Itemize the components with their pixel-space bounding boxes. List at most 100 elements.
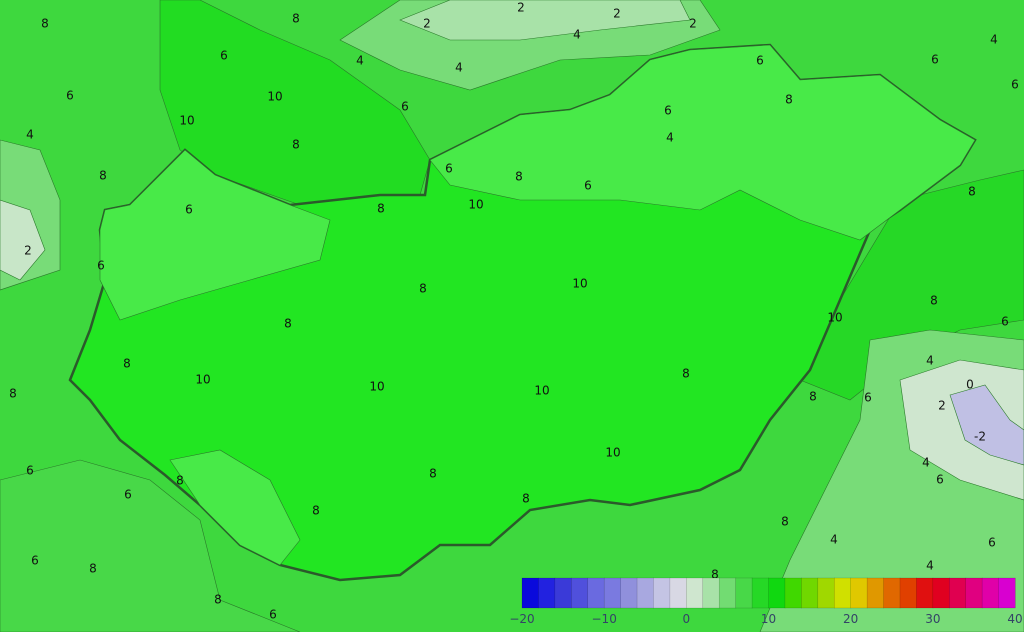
- contour-label: 6: [664, 104, 672, 118]
- contour-label: 4: [990, 33, 998, 47]
- contour-label: 8: [522, 492, 530, 506]
- contour-label: 8: [99, 169, 107, 183]
- contour-label: 8: [9, 387, 17, 401]
- contour-label: 8: [377, 202, 385, 216]
- contour-label: 2: [938, 399, 946, 413]
- colorbar-bin: [883, 577, 901, 609]
- contour-label: 4: [926, 559, 934, 573]
- contour-label: 6: [220, 49, 228, 63]
- contour-label: 8: [711, 568, 719, 582]
- colorbar-bin: [817, 577, 835, 609]
- contour-label: 4: [26, 128, 34, 142]
- contour-label: 8: [515, 170, 523, 184]
- colorbar-bin: [620, 577, 638, 609]
- contour-label: 6: [756, 54, 764, 68]
- contour-label: 4: [455, 61, 463, 75]
- colorbar-tick-label: 0: [683, 612, 691, 626]
- contour-label: 6: [988, 536, 996, 550]
- contour-label: 8: [176, 474, 184, 488]
- contour-label: 8: [781, 515, 789, 529]
- colorbar-bin: [587, 577, 605, 609]
- contour-label: 8: [284, 317, 292, 331]
- contour-label: 8: [809, 390, 817, 404]
- contour-label: 2: [423, 17, 431, 31]
- colorbar-bin: [669, 577, 687, 609]
- cold-region-southeast: [949, 384, 1024, 466]
- colorbar-bin: [932, 577, 950, 609]
- cooler-region-northeast-hungary: [429, 44, 976, 241]
- colorbar-bin: [784, 577, 802, 609]
- colorbar-bin: [965, 577, 983, 609]
- cooler-region-southwest-hungary: [169, 449, 301, 566]
- contour-label: 4: [666, 131, 674, 145]
- contour-label: 6: [584, 179, 592, 193]
- colorbar-bin: [702, 577, 720, 609]
- contour-label: 6: [124, 488, 132, 502]
- colorbar-bin: [833, 577, 852, 609]
- colorbar-bin: [850, 577, 868, 609]
- contour-label: 10: [572, 277, 587, 291]
- cool-region-south: [0, 459, 301, 632]
- contour-label: 6: [66, 89, 74, 103]
- contour-label: 8: [429, 467, 437, 481]
- cool-region-west-pale: [0, 199, 46, 281]
- contour-label: -2: [974, 430, 986, 444]
- contour-label: 8: [930, 294, 938, 308]
- cooler-region-west-hungary: [99, 149, 331, 321]
- contour-label: 6: [1011, 78, 1019, 92]
- contour-label: 10: [179, 114, 194, 128]
- colorbar-bin: [571, 577, 589, 609]
- contour-label: 6: [97, 259, 105, 273]
- colorbar-tick-label: 40: [1007, 612, 1022, 626]
- contour-label: 8: [785, 93, 793, 107]
- contour-label: 10: [195, 373, 210, 387]
- contour-label: 2: [689, 17, 697, 31]
- colorbar-bin: [735, 577, 753, 609]
- colorbar-bin: [603, 577, 622, 609]
- cool-region-north-pale: [399, 0, 691, 41]
- colorbar-legend: −20 −10 0 10 20 30 40: [509, 577, 1023, 626]
- contour-label: 6: [1001, 315, 1009, 329]
- contour-label: 6: [445, 162, 453, 176]
- contour-label: 6: [931, 53, 939, 67]
- contour-label: 10: [267, 90, 282, 104]
- contour-label: 6: [31, 554, 39, 568]
- contour-label: 10: [468, 198, 483, 212]
- colorbar-bin: [866, 577, 885, 609]
- contour-label: 6: [401, 100, 409, 114]
- contour-label: 8: [89, 562, 97, 576]
- colorbar-bin: [538, 577, 556, 609]
- contour-label: 10: [605, 446, 620, 460]
- colorbar-bin: [554, 577, 572, 609]
- contour-label: 10: [827, 311, 842, 325]
- contour-label: 2: [613, 7, 621, 21]
- colorbar-tick-label: 10: [761, 612, 776, 626]
- contour-label: 2: [24, 244, 32, 258]
- contour-label: 6: [269, 608, 277, 622]
- colorbar-bin: [768, 577, 786, 609]
- contour-label: 8: [292, 12, 300, 26]
- contour-label: 6: [26, 464, 34, 478]
- colorbar-bin: [998, 577, 1016, 609]
- contour-label: 8: [968, 185, 976, 199]
- colorbar-bin: [981, 577, 1000, 609]
- contour-label: 2: [517, 1, 525, 15]
- colorbar-tick-label: −20: [509, 612, 534, 626]
- colorbar-bin: [899, 577, 917, 609]
- contour-label: 8: [41, 17, 49, 31]
- contour-label: 8: [312, 504, 320, 518]
- contour-label: 8: [123, 357, 131, 371]
- colorbar-bin: [636, 577, 655, 609]
- contour-label: 6: [936, 473, 944, 487]
- colorbar-bin: [521, 577, 539, 609]
- colorbar-bin: [653, 577, 671, 609]
- contour-label: 4: [356, 54, 364, 68]
- contour-label: 8: [419, 282, 427, 296]
- contour-label: 8: [292, 138, 300, 152]
- contour-label: 4: [922, 456, 930, 470]
- colorbar-tick-label: 30: [925, 612, 940, 626]
- contour-label: 10: [369, 380, 384, 394]
- contour-label: 4: [573, 28, 581, 42]
- contour-label: 6: [864, 391, 872, 405]
